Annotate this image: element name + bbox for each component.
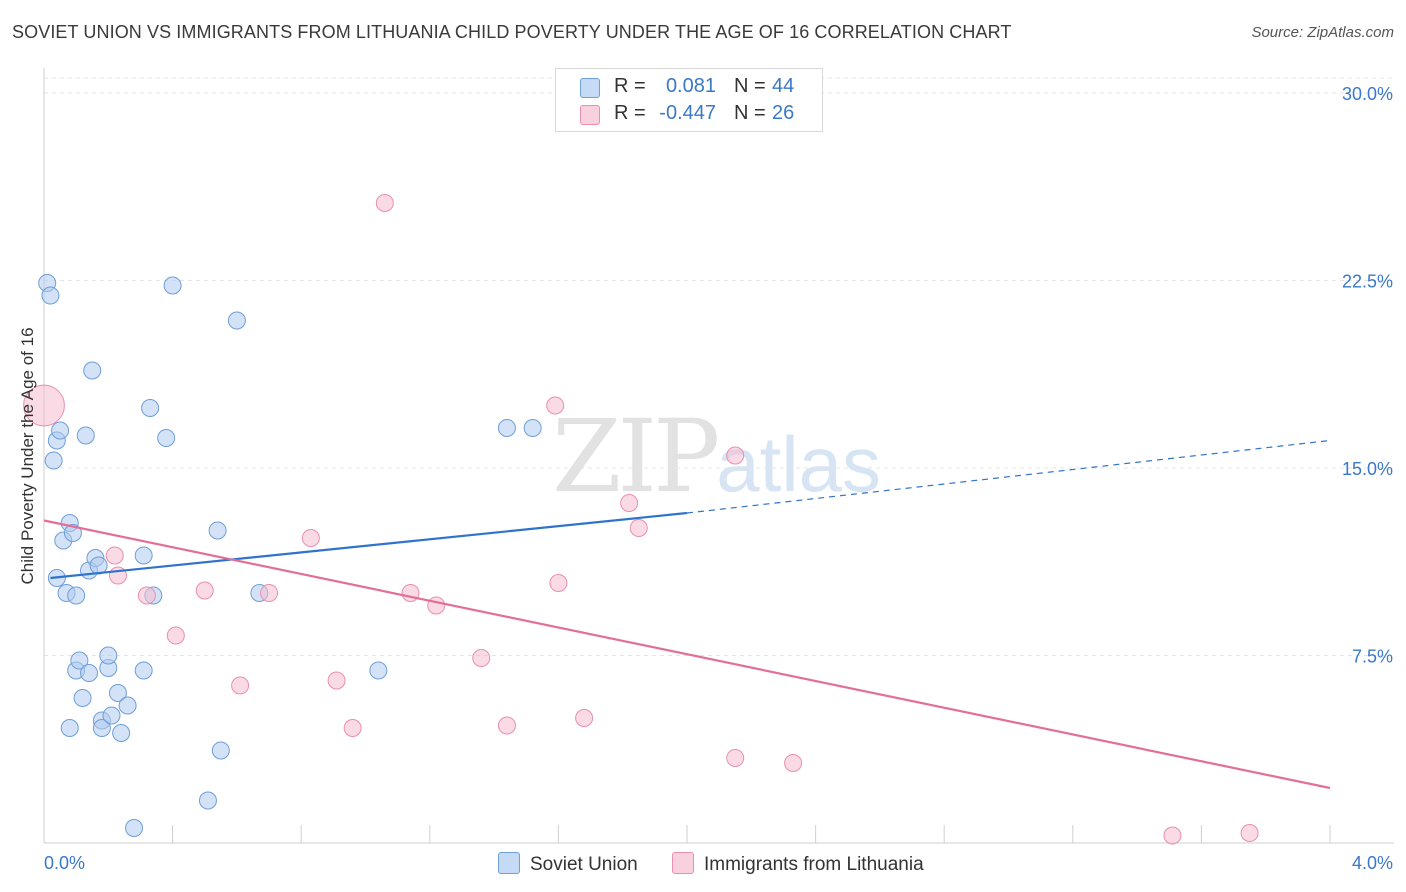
point-soviet-union <box>163 276 182 295</box>
n-label: N = <box>734 75 766 97</box>
point-lithuania <box>301 529 320 547</box>
point-lithuania <box>497 716 516 735</box>
n-value: 26 <box>772 102 795 124</box>
y-axis-title: Child Poverty Under the Age of 16 <box>18 327 37 585</box>
legend-label-soviet-union: Soviet Union <box>530 854 638 875</box>
point-soviet-union <box>99 646 118 665</box>
point-soviet-union <box>118 696 137 715</box>
point-soviet-union <box>73 689 92 707</box>
point-soviet-union <box>67 586 86 605</box>
x-tick-label: 0.0% <box>44 853 85 873</box>
point-lithuania <box>546 396 565 415</box>
point-soviet-union <box>134 661 153 680</box>
point-soviet-union <box>523 419 542 437</box>
point-soviet-union <box>70 651 89 670</box>
point-lithuania <box>1163 826 1182 845</box>
watermark: ZIPatlas <box>552 398 881 515</box>
point-soviet-union <box>112 724 131 742</box>
r-value: -0.447 <box>659 102 716 124</box>
y-tick-label: 22.5% <box>1342 272 1393 292</box>
r-label: R = <box>614 102 646 124</box>
point-lithuania <box>620 494 639 512</box>
point-soviet-union <box>44 451 63 470</box>
x-tick-label: 4.0% <box>1352 853 1393 873</box>
point-soviet-union <box>141 399 160 417</box>
point-lithuania <box>726 749 745 767</box>
chart-title: SOVIET UNION VS IMMIGRANTS FROM LITHUANI… <box>12 22 1012 42</box>
point-lithuania <box>327 671 346 690</box>
point-soviet-union <box>157 429 176 447</box>
n-label: N = <box>734 102 766 124</box>
point-lithuania <box>166 626 185 645</box>
stats-row-soviet-union: R = 0.081 N = 44 <box>556 73 822 101</box>
point-lithuania <box>472 649 491 667</box>
point-lithuania <box>784 754 803 772</box>
point-soviet-union <box>198 791 217 810</box>
trendline-soviet-union <box>50 511 688 580</box>
swatch-lithuania <box>580 105 600 125</box>
point-soviet-union <box>211 741 230 760</box>
point-soviet-union <box>102 706 121 725</box>
y-tick-label: 15.0% <box>1342 459 1393 479</box>
point-lithuania <box>427 596 446 615</box>
point-soviet-union <box>108 684 127 702</box>
point-lithuania <box>195 581 214 600</box>
point-soviet-union <box>227 311 246 330</box>
legend-item-lithuania[interactable]: Immigrants from Lithuania <box>672 852 924 876</box>
point-lithuania <box>575 709 594 727</box>
point-soviet-union <box>51 421 70 440</box>
point-lithuania <box>629 519 648 537</box>
point-lithuania <box>231 676 250 695</box>
point-soviet-union <box>208 521 227 540</box>
r-label: R = <box>614 75 646 97</box>
point-lithuania <box>375 194 394 212</box>
y-tick-label: 7.5% <box>1352 647 1393 667</box>
point-lithuania <box>137 586 156 605</box>
stats-row-lithuania: R = -0.447 N = 26 <box>556 100 822 128</box>
point-soviet-union <box>83 361 102 380</box>
point-lithuania <box>343 719 362 737</box>
point-lithuania <box>105 546 124 565</box>
point-lithuania <box>726 446 745 465</box>
point-soviet-union <box>92 719 111 737</box>
legend-swatch-lithuania <box>672 852 694 874</box>
watermark-zip: ZIP <box>552 398 720 515</box>
point-soviet-union <box>63 524 82 542</box>
legend-label-lithuania: Immigrants from Lithuania <box>704 854 924 875</box>
stats-legend: R = 0.081 N = 44 R = -0.447 N = 26 <box>555 68 823 132</box>
r-value: 0.081 <box>665 75 716 97</box>
point-soviet-union <box>125 819 144 837</box>
point-soviet-union <box>60 719 79 737</box>
point-soviet-union <box>134 546 153 565</box>
point-lithuania <box>260 584 279 602</box>
y-tick-label: 30.0% <box>1342 84 1393 104</box>
swatch-soviet-union <box>580 78 600 98</box>
watermark-atlas: atlas <box>716 420 882 508</box>
point-soviet-union <box>497 419 516 437</box>
trendline-soviet-union-extension <box>686 439 1331 514</box>
source-label: Source: ZipAtlas.com <box>1251 24 1394 41</box>
legend-item-soviet-union[interactable]: Soviet Union <box>498 852 638 876</box>
point-soviet-union <box>76 426 95 445</box>
n-value: 44 <box>772 75 795 97</box>
legend-swatch-soviet-union <box>498 852 520 874</box>
point-soviet-union <box>369 661 388 680</box>
trendline-lithuania <box>43 519 1331 790</box>
point-soviet-union <box>80 664 99 682</box>
point-soviet-union <box>41 286 60 305</box>
point-lithuania <box>1240 824 1259 842</box>
point-lithuania <box>23 384 65 427</box>
point-lithuania <box>549 574 568 592</box>
